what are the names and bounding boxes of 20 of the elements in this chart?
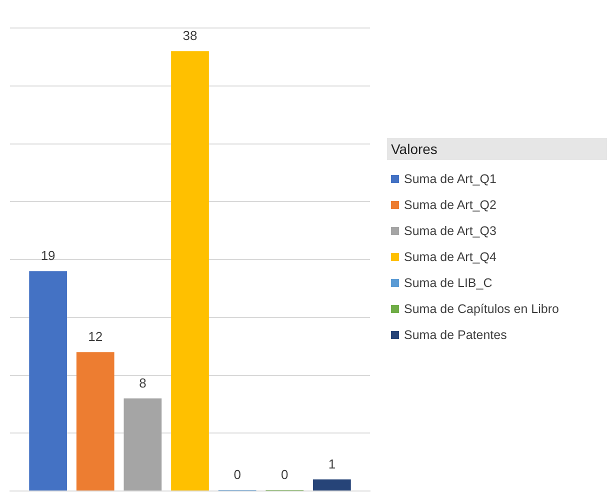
- legend-label: Suma de Art_Q3: [404, 224, 496, 238]
- data-label: 0: [281, 467, 288, 482]
- data-label: 1: [328, 456, 336, 472]
- legend-label: Suma de Patentes: [404, 328, 507, 342]
- legend-label: Suma de Capítulos en Libro: [404, 302, 559, 316]
- data-label: 8: [139, 375, 146, 390]
- legend-title: Valores: [387, 138, 607, 160]
- legend-label: Suma de Art_Q2: [404, 198, 496, 212]
- bar: [29, 271, 67, 490]
- legend-label: Suma de Art_Q4: [404, 250, 496, 264]
- bar: [313, 479, 351, 490]
- bar: [76, 352, 114, 490]
- bar: [171, 51, 209, 490]
- data-label: 0: [234, 467, 241, 482]
- data-label: 38: [182, 28, 198, 44]
- data-label: 12: [88, 329, 103, 344]
- legend-label: Suma de LIB_C: [404, 276, 492, 290]
- bar: [124, 398, 162, 490]
- data-label: 19: [40, 248, 56, 264]
- legend-label: Suma de Art_Q1: [404, 172, 496, 186]
